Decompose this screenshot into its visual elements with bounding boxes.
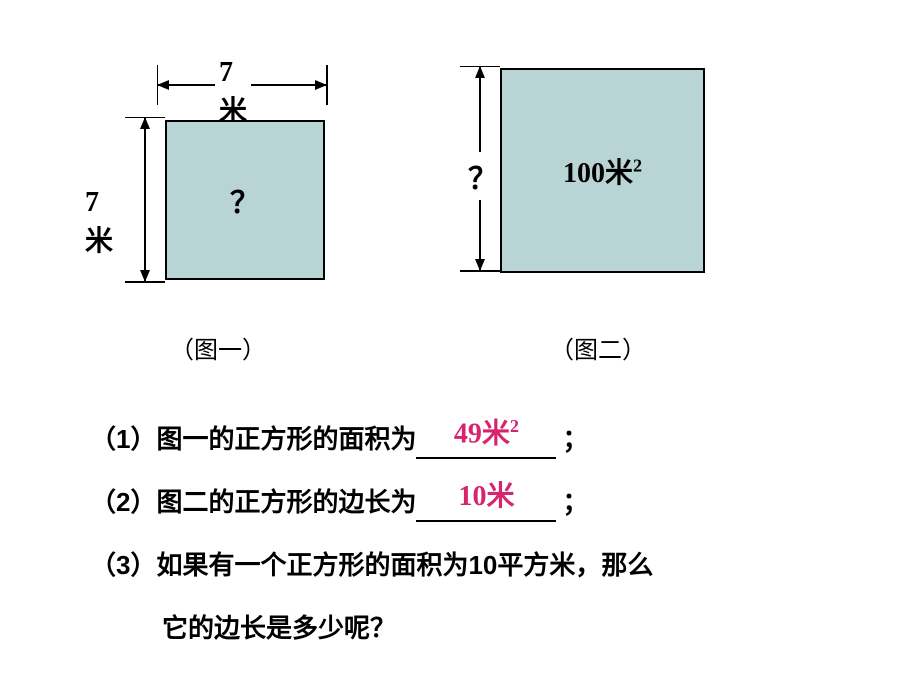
fig2-square: 100米2 — [500, 68, 705, 273]
q2-answer: 10米 — [416, 476, 556, 518]
question-3-line1: （3）如果有一个正方形的面积为10平方米，那么 — [90, 546, 850, 585]
fig1-inside: ？ — [230, 178, 260, 222]
q1-punct: ； — [562, 424, 588, 454]
question-3-line2: 它的边长是多少呢？ — [162, 609, 850, 648]
q1-text: （1）图一的正方形的面积为 — [90, 424, 416, 454]
q3-line1: （3）如果有一个正方形的面积为10平方米，那么 — [90, 550, 653, 580]
q2-blank: 10米 — [416, 492, 556, 522]
fig1-square: ？ — [165, 120, 325, 280]
fig2-inside: 100米2 — [563, 151, 642, 191]
q1-blank: 49米2 — [416, 429, 556, 459]
fig1-left-label: 7米 — [85, 185, 113, 261]
fig2-inside-text: 100米 — [563, 158, 633, 189]
q1-answer: 49米2 — [416, 413, 556, 455]
fig2-left-label: ？ — [468, 152, 498, 200]
questions-block: （1）图一的正方形的面积为49米2； （2）图二的正方形的边长为10米； （3）… — [90, 420, 850, 672]
q3-line2: 它的边长是多少呢？ — [162, 613, 396, 643]
q2-text: （2）图二的正方形的边长为 — [90, 487, 416, 517]
fig1-caption: （图一） — [170, 330, 266, 365]
q1-answer-text: 49米 — [454, 418, 510, 449]
question-2: （2）图二的正方形的边长为10米； — [90, 483, 850, 522]
q2-punct: ； — [562, 487, 588, 517]
fig2-caption: （图二） — [550, 330, 646, 365]
question-1: （1）图一的正方形的面积为49米2； — [90, 420, 850, 459]
fig1-left-arrow — [125, 117, 165, 292]
q1-answer-sup: 2 — [510, 416, 519, 436]
fig1-top-label: 7米 — [215, 57, 251, 129]
fig2-inside-sup: 2 — [633, 155, 642, 175]
